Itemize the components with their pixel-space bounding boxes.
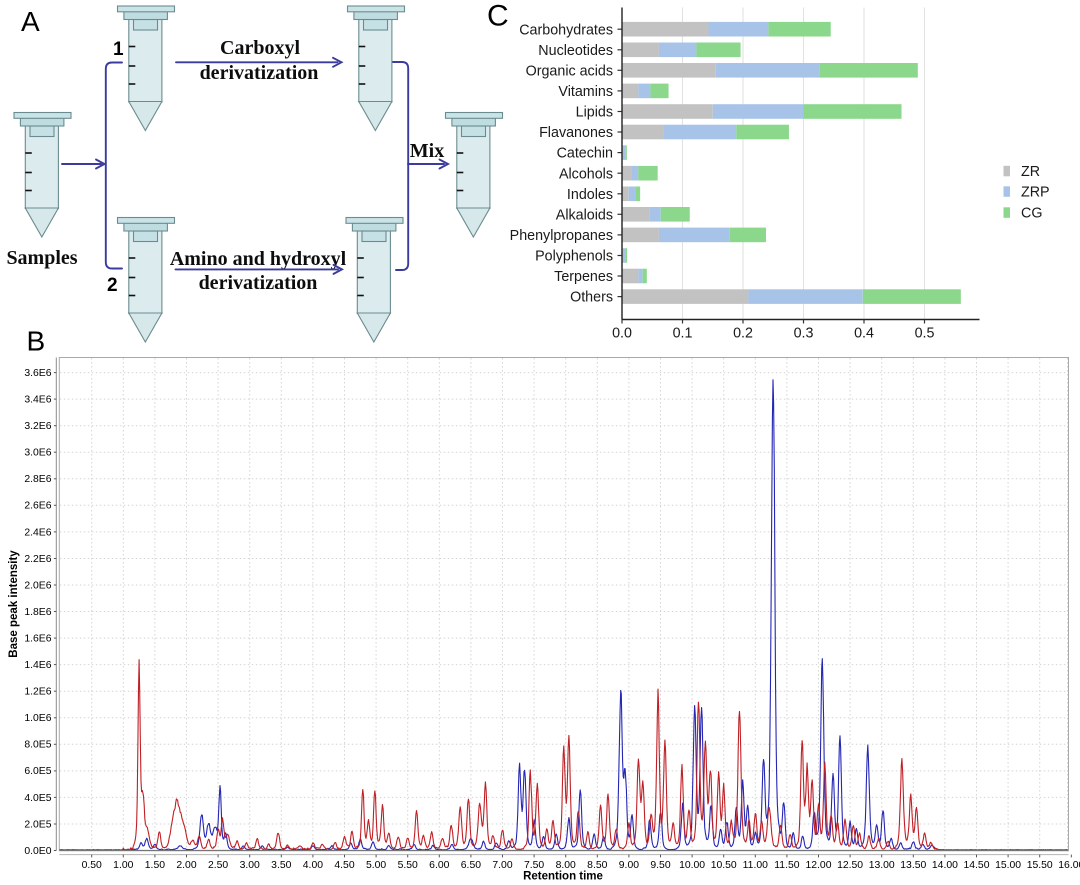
svg-text:Lipids: Lipids [576, 105, 613, 121]
svg-text:4.00: 4.00 [303, 860, 323, 871]
svg-text:5.00: 5.00 [366, 860, 386, 871]
svg-text:3.4E6: 3.4E6 [24, 395, 51, 406]
svg-text:13.50: 13.50 [900, 860, 926, 871]
svg-text:Retention time: Retention time [523, 871, 603, 883]
svg-text:0.3: 0.3 [794, 326, 814, 342]
svg-text:ZR: ZR [1021, 164, 1040, 180]
svg-text:4.50: 4.50 [334, 860, 354, 871]
svg-text:0.0: 0.0 [612, 326, 632, 342]
svg-text:0.1: 0.1 [673, 326, 693, 342]
svg-text:Carbohydrates: Carbohydrates [519, 22, 613, 38]
svg-text:11.50: 11.50 [774, 860, 799, 871]
svg-text:Catechin: Catechin [557, 146, 613, 162]
svg-text:3.00: 3.00 [240, 860, 260, 871]
svg-text:2.8E6: 2.8E6 [24, 474, 51, 485]
svg-text:Others: Others [570, 290, 613, 306]
svg-text:0.0E0: 0.0E0 [24, 846, 51, 857]
svg-text:0.5: 0.5 [915, 326, 935, 342]
svg-text:C: C [487, 0, 509, 33]
svg-text:1.2E6: 1.2E6 [24, 687, 51, 698]
svg-text:12.50: 12.50 [837, 860, 863, 871]
svg-text:1.0E6: 1.0E6 [24, 713, 51, 724]
svg-text:Base peak intensity: Base peak intensity [8, 550, 20, 658]
svg-text:1.50: 1.50 [145, 860, 165, 871]
svg-text:1.8E6: 1.8E6 [24, 607, 51, 618]
svg-text:1.00: 1.00 [113, 860, 133, 871]
svg-text:Flavanones: Flavanones [539, 125, 613, 141]
svg-text:derivatization: derivatization [199, 272, 318, 294]
svg-text:2.6E6: 2.6E6 [24, 501, 51, 512]
svg-text:Samples: Samples [6, 247, 77, 269]
svg-text:8.50: 8.50 [587, 860, 607, 871]
svg-text:A: A [21, 6, 40, 37]
svg-text:2.00: 2.00 [176, 860, 196, 871]
svg-text:Terpenes: Terpenes [554, 269, 613, 285]
svg-text:3.2E6: 3.2E6 [24, 421, 51, 432]
svg-text:10.50: 10.50 [711, 860, 737, 871]
svg-text:Vitamins: Vitamins [558, 84, 613, 100]
svg-text:2.0E5: 2.0E5 [24, 819, 51, 830]
svg-text:12.00: 12.00 [805, 860, 831, 871]
svg-text:9.50: 9.50 [650, 860, 670, 871]
svg-text:Mix: Mix [410, 140, 444, 162]
svg-text:3.0E6: 3.0E6 [24, 448, 51, 459]
svg-text:Nucleotides: Nucleotides [538, 43, 613, 59]
svg-text:14.50: 14.50 [963, 860, 989, 871]
svg-text:CG: CG [1021, 206, 1042, 222]
svg-text:Amino and hydroxyl: Amino and hydroxyl [170, 248, 347, 270]
svg-text:6.50: 6.50 [461, 860, 481, 871]
svg-text:Carboxyl: Carboxyl [220, 37, 300, 59]
svg-text:10.00: 10.00 [679, 860, 705, 871]
svg-text:3.50: 3.50 [271, 860, 291, 871]
svg-text:2: 2 [107, 275, 118, 296]
svg-text:1: 1 [113, 39, 124, 60]
svg-text:0.2: 0.2 [733, 326, 753, 342]
svg-text:9.00: 9.00 [619, 860, 639, 871]
svg-text:Phenylpropanes: Phenylpropanes [510, 228, 613, 244]
svg-text:Polyphenols: Polyphenols [535, 249, 613, 265]
svg-text:Indoles: Indoles [567, 187, 613, 203]
svg-text:15.50: 15.50 [1027, 860, 1053, 871]
svg-text:14.00: 14.00 [932, 860, 958, 871]
svg-text:1.6E6: 1.6E6 [24, 634, 51, 645]
svg-text:6.00: 6.00 [429, 860, 449, 871]
svg-text:Alkaloids: Alkaloids [556, 207, 613, 223]
svg-text:15.00: 15.00 [995, 860, 1021, 871]
svg-text:4.0E5: 4.0E5 [24, 793, 51, 804]
svg-text:2.4E6: 2.4E6 [24, 527, 51, 538]
svg-text:7.00: 7.00 [492, 860, 512, 871]
svg-text:0.50: 0.50 [82, 860, 102, 871]
svg-text:6.0E5: 6.0E5 [24, 766, 51, 777]
svg-text:B: B [27, 326, 46, 357]
svg-text:8.00: 8.00 [556, 860, 576, 871]
svg-text:3.6E6: 3.6E6 [24, 368, 51, 379]
svg-text:derivatization: derivatization [200, 62, 319, 84]
svg-text:7.50: 7.50 [524, 860, 544, 871]
svg-text:ZRP: ZRP [1021, 185, 1050, 201]
svg-text:Organic acids: Organic acids [526, 63, 613, 79]
svg-text:11.00: 11.00 [743, 860, 768, 871]
svg-text:2.0E6: 2.0E6 [24, 580, 51, 591]
svg-text:0.4: 0.4 [854, 326, 874, 342]
svg-text:2.2E6: 2.2E6 [24, 554, 51, 565]
svg-text:Alcohols: Alcohols [559, 166, 613, 182]
svg-text:13.00: 13.00 [869, 860, 895, 871]
svg-text:8.0E5: 8.0E5 [24, 740, 51, 751]
svg-text:2.50: 2.50 [208, 860, 228, 871]
svg-text:5.50: 5.50 [398, 860, 418, 871]
svg-text:1.4E6: 1.4E6 [24, 660, 51, 671]
svg-text:16.00: 16.00 [1058, 860, 1080, 871]
